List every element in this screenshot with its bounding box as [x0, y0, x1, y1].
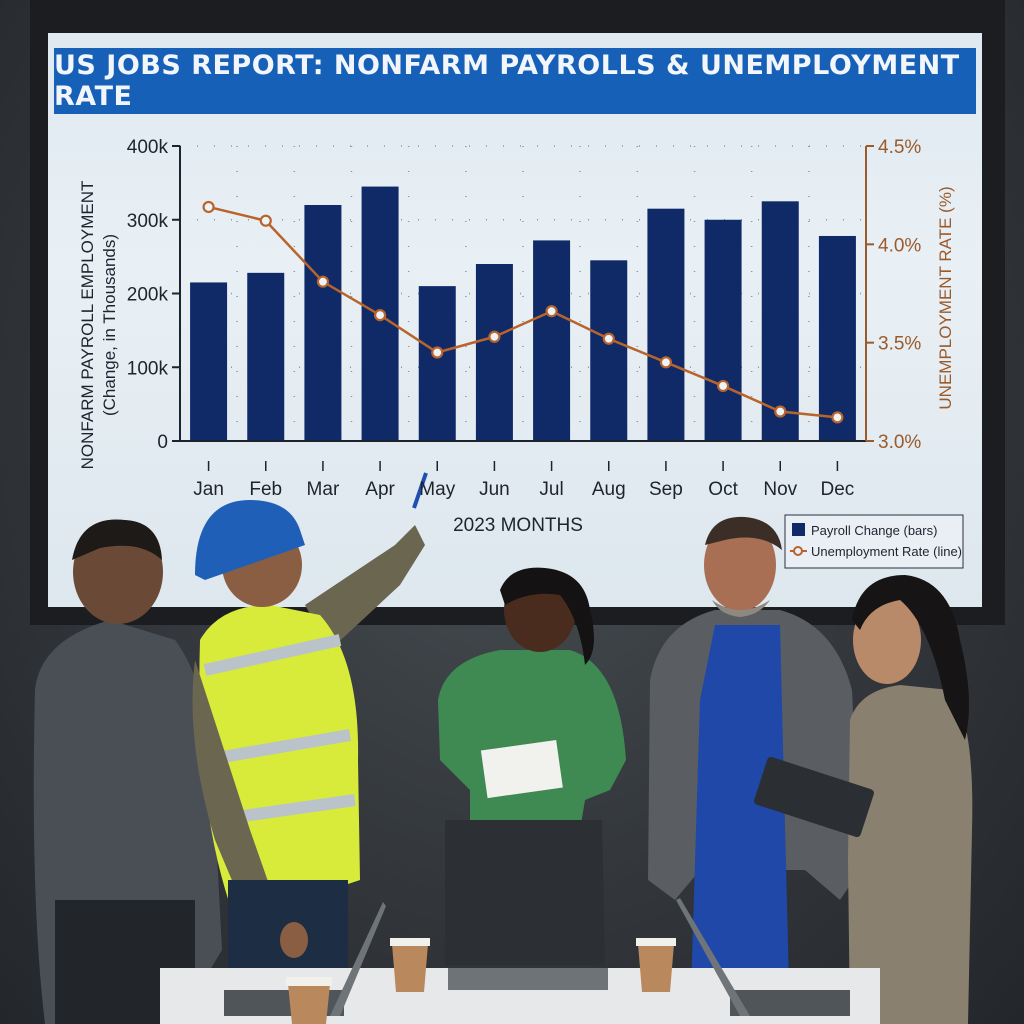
legend-bar-label: Payroll Change (bars)	[811, 523, 937, 538]
legend-box	[784, 514, 964, 569]
line-point-oct	[716, 379, 730, 393]
person-grey-jacket	[33, 519, 222, 1024]
legend-bar-swatch	[792, 523, 805, 536]
x-tick-label-jan: Jan	[193, 479, 224, 500]
line-point-apr	[373, 309, 387, 322]
left-tick-label: 200k	[127, 285, 169, 306]
right-tick-label: 4.0%	[878, 235, 921, 256]
line-series-group	[202, 200, 844, 424]
right-tick-label: 4.5%	[878, 137, 921, 158]
line-point-jul	[545, 305, 558, 318]
chart: 0 100k 200k 300k 400k 3.0% 3.5% 4.0% 4.5% Jan Feb M…	[78, 137, 964, 569]
x-tick-label-mar: Mar	[307, 479, 340, 500]
left-tick-label: 0	[157, 432, 168, 453]
pointer-pen	[412, 472, 428, 509]
bar-feb	[247, 272, 285, 441]
bar-mar	[304, 205, 342, 441]
person-blue-overalls	[648, 516, 860, 1024]
projection-screen: US JOBS REPORT: NONFARM PAYROLLS & UNEMP…	[48, 33, 982, 607]
x-tick-label-apr: Apr	[365, 479, 395, 500]
x-tick-label-nov: Nov	[763, 479, 797, 500]
left-tick-label: 400k	[127, 137, 169, 158]
right-tick-label: 3.0%	[878, 432, 921, 453]
line-point-aug	[602, 332, 615, 345]
bar-may	[418, 286, 456, 441]
x-tick-label-jun: Jun	[479, 479, 510, 500]
legend-line-marker	[793, 546, 803, 556]
chart-axes	[179, 146, 867, 509]
bars-group	[190, 186, 856, 441]
legend-line-label: Unemployment Rate (line)	[811, 544, 962, 559]
line-point-jan	[202, 200, 215, 214]
person-green-polo	[438, 567, 626, 965]
x-tick-label-oct: Oct	[708, 479, 738, 500]
x-tick-label-aug: Aug	[592, 479, 626, 500]
line-point-dec	[831, 411, 844, 424]
right-tick-label: 3.5%	[878, 334, 921, 355]
bar-dec	[818, 235, 856, 441]
tick-labels: 0 100k 200k 300k 400k 3.0% 3.5% 4.0% 4.5% Jan Feb M…	[127, 137, 922, 500]
x-tick-label-jul: Jul	[539, 479, 563, 500]
line-point-may	[431, 346, 444, 359]
bar-jul	[533, 240, 571, 441]
line-point-mar	[316, 275, 330, 288]
left-tick-label: 300k	[127, 211, 169, 232]
chart-title: US JOBS REPORT: NONFARM PAYROLLS & UNEMP…	[54, 48, 976, 114]
person-hivis-worker	[192, 500, 425, 1024]
line-point-nov	[774, 405, 787, 418]
x-tick-label-feb: Feb	[249, 479, 282, 500]
bar-oct	[704, 219, 742, 441]
bar-sep	[647, 208, 685, 441]
legend: Payroll Change (bars) Unemployment Rate …	[784, 514, 964, 569]
line-point-feb	[259, 214, 272, 227]
line-point-sep	[659, 356, 673, 369]
x-tick-label-dec: Dec	[821, 479, 855, 500]
x-tick-label-sep: Sep	[649, 479, 683, 500]
conference-table	[160, 898, 880, 1024]
line-point-jun	[488, 330, 501, 343]
person-khaki-tablet	[754, 575, 973, 1024]
left-axis-title-line2: (Change, in Thousands)	[100, 234, 119, 416]
bar-aug	[590, 260, 628, 441]
x-tick-label-may: May	[419, 479, 455, 500]
right-axis-title: UNEMPLOYMENT RATE (%)	[936, 186, 955, 409]
unemployment-line	[208, 205, 838, 419]
x-axis-title: 2023 MONTHS	[453, 515, 583, 536]
bar-jun	[475, 264, 513, 441]
left-axis-title-line1: NONFARM PAYROLL EMPLOYMENT	[78, 181, 97, 470]
bar-jan	[190, 282, 228, 441]
left-tick-label: 100k	[127, 358, 169, 379]
bar-nov	[761, 201, 799, 441]
